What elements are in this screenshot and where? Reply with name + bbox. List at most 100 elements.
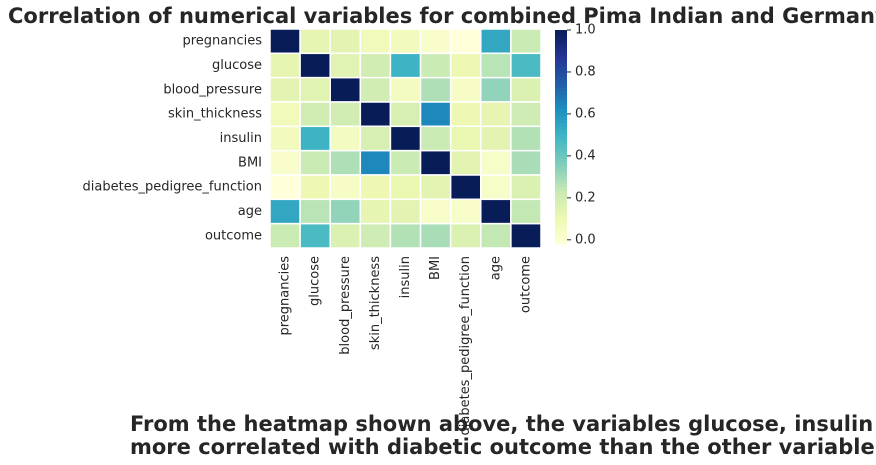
heatmap-cell — [510, 222, 542, 249]
heatmap-cell — [359, 198, 392, 225]
heatmap-cell — [329, 52, 362, 79]
heatmap-cell — [329, 222, 362, 249]
heatmap-cell — [329, 149, 362, 176]
colorbar-segment — [555, 47, 567, 52]
colorbar-tick-label: 0.4 — [575, 148, 596, 163]
heatmap-cell — [419, 222, 452, 249]
heatmap-cell — [419, 174, 452, 201]
heatmap-cell — [449, 149, 482, 176]
colorbar-segment — [555, 201, 567, 206]
heatmap-cell — [510, 76, 542, 103]
caption-line: From the heatmap shown above, the variab… — [130, 412, 876, 436]
colorbar-segment — [555, 76, 567, 81]
row-label: outcome — [205, 228, 262, 243]
heatmap-cell — [389, 149, 422, 176]
colorbar-segment — [555, 112, 567, 117]
colorbar-segment — [555, 72, 567, 77]
colorbar-segment — [555, 165, 567, 170]
column-label: age — [488, 256, 503, 280]
colorbar-segment — [555, 215, 567, 220]
heatmap-cell — [269, 125, 301, 152]
heatmap-cell — [449, 28, 482, 55]
colorbar-segment — [555, 197, 567, 202]
colorbar-segment — [555, 137, 567, 142]
row-label: insulin — [220, 131, 262, 146]
heatmap-cell — [359, 149, 392, 176]
heatmap-cell — [269, 222, 301, 249]
heatmap-cell — [359, 222, 392, 249]
colorbar-tick-label: 0.8 — [575, 64, 596, 79]
heatmap-cell — [329, 198, 362, 225]
colorbar-segment — [555, 104, 567, 109]
column-label: BMI — [428, 256, 443, 280]
colorbar-segment — [555, 119, 567, 124]
heatmap-cell — [449, 52, 482, 79]
heatmap-cell — [480, 174, 512, 201]
row-label: diabetes_pedigree_function — [83, 180, 262, 195]
colorbar-segment — [555, 129, 567, 134]
heatmap-cell — [299, 198, 331, 225]
heatmap-cell — [359, 174, 392, 201]
colorbar-segment — [555, 204, 567, 209]
column-label: skin_thickness — [368, 256, 383, 350]
heatmap-cell — [480, 101, 512, 128]
colorbar-segment — [555, 226, 567, 231]
heatmap-cell — [269, 198, 301, 225]
heatmap-cell — [359, 125, 392, 152]
colorbar-segment — [555, 211, 567, 216]
colorbar-segment — [555, 133, 567, 138]
heatmap-cell — [449, 101, 482, 128]
colorbar-segment — [555, 79, 567, 84]
column-label: pregnancies — [278, 256, 293, 336]
heatmap-cell — [329, 76, 362, 103]
colorbar-segment — [555, 183, 567, 188]
column-label: diabetes_pedigree_function — [458, 256, 473, 435]
heatmap-cell — [329, 101, 362, 128]
colorbar-segment — [555, 33, 567, 38]
colorbar-segment — [555, 172, 567, 177]
row-label: pregnancies — [182, 34, 262, 49]
heatmap-cell — [480, 125, 512, 152]
row-label: skin_thickness — [168, 107, 262, 122]
column-label: glucose — [308, 256, 323, 306]
colorbar-segment — [555, 147, 567, 152]
heatmap-cell — [419, 125, 452, 152]
colorbar-segment — [555, 90, 567, 95]
colorbar-segment — [555, 229, 567, 234]
heatmap-cell — [480, 52, 512, 79]
chart-title: Correlation of numerical variables for c… — [8, 4, 876, 28]
heatmap-cell — [419, 149, 452, 176]
heatmap-cell — [389, 28, 422, 55]
colorbar-tick-label: 0.2 — [575, 190, 596, 205]
heatmap-cell — [269, 76, 301, 103]
heatmap-cell — [449, 174, 482, 201]
heatmap-cell — [329, 174, 362, 201]
heatmap-cell — [419, 198, 452, 225]
colorbar-segment — [555, 190, 567, 195]
row-label: BMI — [238, 155, 262, 170]
heatmap-cell — [449, 125, 482, 152]
colorbar-segment — [555, 40, 567, 45]
column-label: outcome — [518, 256, 533, 313]
heatmap-cell — [299, 149, 331, 176]
colorbar-segment — [555, 94, 567, 99]
heatmap-cell — [269, 101, 301, 128]
heatmap-cell — [419, 76, 452, 103]
heatmap-cell — [269, 149, 301, 176]
colorbar-segment — [555, 108, 567, 113]
colorbar-segment — [555, 233, 567, 238]
heatmap-cell — [359, 76, 392, 103]
colorbar-segment — [555, 58, 567, 63]
heatmap-cell — [389, 174, 422, 201]
heatmap-cell — [510, 101, 542, 128]
heatmap-cell — [389, 101, 422, 128]
heatmap-cell — [359, 101, 392, 128]
colorbar-tick-label: 0.0 — [575, 232, 596, 247]
colorbar-segment — [555, 115, 567, 120]
colorbar-segment — [555, 37, 567, 42]
colorbar-segment — [555, 222, 567, 227]
colorbar-tick-label: 0.6 — [575, 106, 596, 121]
heatmap-cell — [299, 125, 331, 152]
colorbar-segment — [555, 186, 567, 191]
